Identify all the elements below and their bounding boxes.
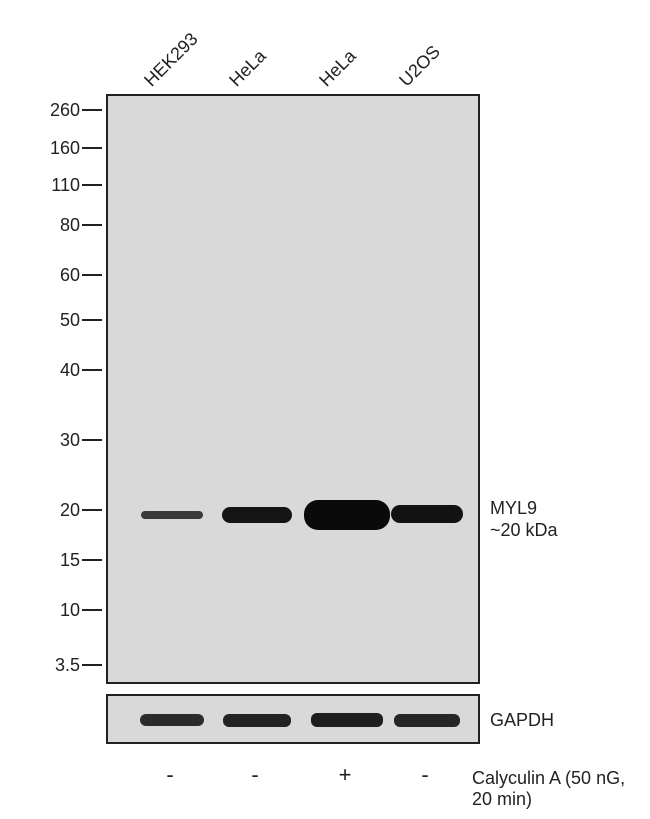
mw-label: 80 xyxy=(30,215,80,236)
mw-label: 40 xyxy=(30,360,80,381)
band-lane4-gapdh xyxy=(394,714,460,727)
band-lane1-gapdh xyxy=(140,714,204,726)
mw-label: 160 xyxy=(30,138,80,159)
band-lane4-myl9 xyxy=(391,505,463,523)
mw-label: 10 xyxy=(30,600,80,621)
mw-label: 30 xyxy=(30,430,80,451)
treatment-symbol: - xyxy=(243,762,267,788)
mw-tick xyxy=(82,369,102,371)
mw-label: 60 xyxy=(30,265,80,286)
treatment-symbol: + xyxy=(333,762,357,788)
mw-tick xyxy=(82,664,102,666)
treatment-symbol: - xyxy=(158,762,182,788)
mw-tick xyxy=(82,147,102,149)
mw-label: 50 xyxy=(30,310,80,331)
western-blot-figure: HEK293 HeLa HeLa U2OS 260 160 110 80 60 … xyxy=(0,0,650,819)
mw-tick xyxy=(82,559,102,561)
lane-label: HeLa xyxy=(225,46,270,91)
band-lane3-gapdh xyxy=(311,713,383,727)
mw-tick xyxy=(82,509,102,511)
target-mw-label: ~20 kDa xyxy=(490,520,558,541)
mw-tick xyxy=(82,224,102,226)
treatment-symbol: - xyxy=(413,762,437,788)
band-lane2-myl9 xyxy=(222,507,292,523)
mw-tick xyxy=(82,109,102,111)
mw-label: 3.5 xyxy=(30,655,80,676)
treatment-label: Calyculin A (50 nG, 20 min) xyxy=(472,768,650,810)
mw-tick xyxy=(82,274,102,276)
mw-label: 15 xyxy=(30,550,80,571)
mw-label: 20 xyxy=(30,500,80,521)
lane-label: HEK293 xyxy=(140,29,202,91)
lane-label: HeLa xyxy=(315,46,360,91)
lane-label: U2OS xyxy=(395,41,445,91)
band-lane1-myl9 xyxy=(141,511,203,519)
loading-blot xyxy=(106,694,480,744)
mw-label: 110 xyxy=(30,175,80,196)
main-blot xyxy=(106,94,480,684)
mw-tick xyxy=(82,439,102,441)
band-lane3-myl9 xyxy=(304,500,390,530)
band-lane2-gapdh xyxy=(223,714,291,727)
loading-label: GAPDH xyxy=(490,710,554,731)
mw-tick xyxy=(82,319,102,321)
target-label: MYL9 xyxy=(490,498,537,519)
mw-tick xyxy=(82,609,102,611)
mw-tick xyxy=(82,184,102,186)
mw-label: 260 xyxy=(30,100,80,121)
